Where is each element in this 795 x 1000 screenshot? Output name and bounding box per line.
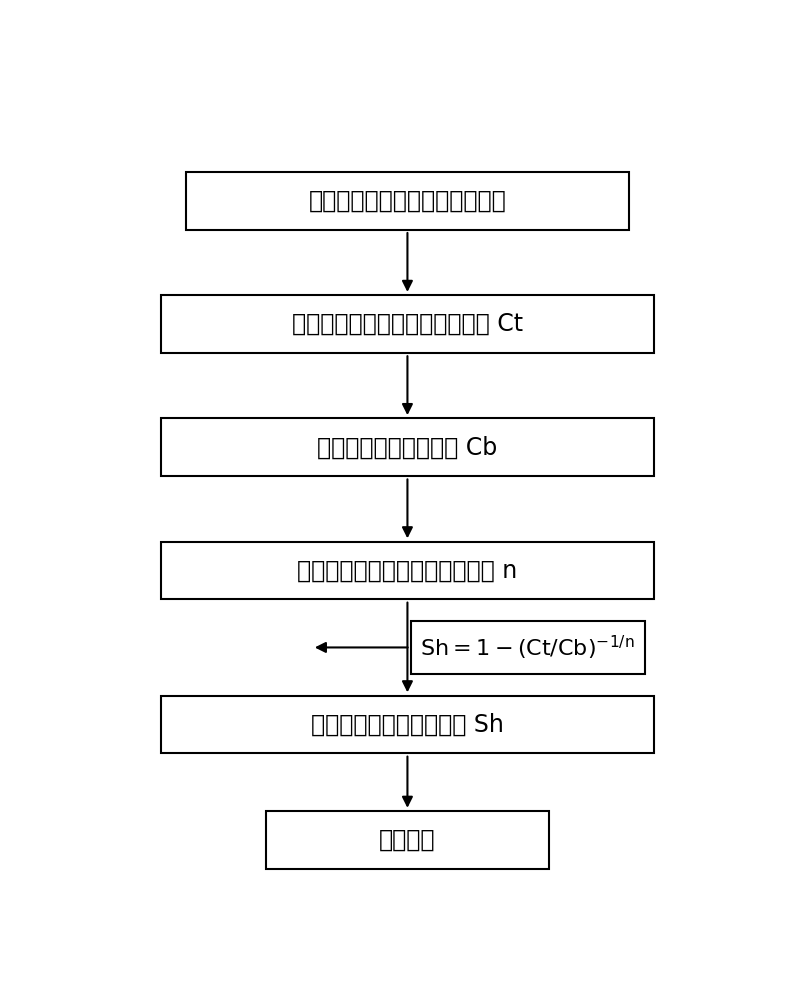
Text: 选取显示层气测背景値 Cb: 选取显示层气测背景値 Cb — [317, 435, 498, 459]
Text: 计算显示层含油气饱和度 Sh: 计算显示层含油气饱和度 Sh — [311, 712, 504, 736]
Bar — [410, 620, 645, 674]
Bar — [161, 696, 653, 753]
Text: 读取气测异常显示层最大异常値 Ct: 读取气测异常显示层最大异常値 Ct — [292, 312, 523, 336]
Bar — [161, 542, 653, 599]
Bar — [161, 418, 653, 476]
Text: 气测、综合录井数据采集与记录: 气测、综合录井数据采集与记录 — [308, 189, 506, 213]
Text: $\rm Sh=1-(Ct/Cb)^{-1/n}$: $\rm Sh=1-(Ct/Cb)^{-1/n}$ — [421, 633, 635, 662]
Text: 选取区域气测含油气饱和度指数 n: 选取区域气测含油气饱和度指数 n — [297, 558, 518, 582]
Bar — [161, 295, 653, 353]
Bar — [185, 172, 629, 230]
Text: 输出结果: 输出结果 — [379, 828, 436, 852]
Bar — [266, 811, 549, 869]
